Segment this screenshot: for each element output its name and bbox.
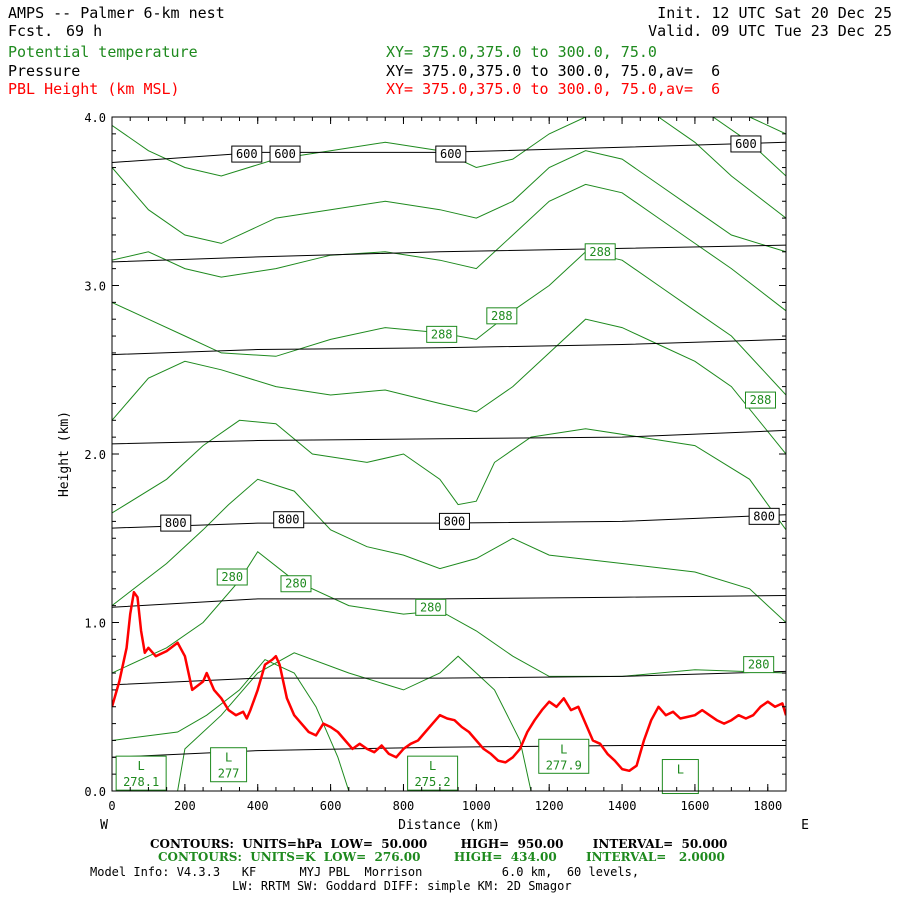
- theta-contour: [177, 652, 532, 791]
- y-tick-label: 1.0: [84, 617, 106, 631]
- low-symbol: L: [429, 759, 436, 773]
- forecast-label: Fcst.: [8, 22, 54, 40]
- pressure-contour-750: [112, 429, 786, 445]
- y-tick-label: 4.0: [84, 111, 106, 125]
- theta-label: 288: [431, 327, 453, 341]
- field-pbl-xy: XY= 375.0,375.0 to 300.0, 75.0,av= 6: [386, 80, 721, 98]
- pressure-label-box: [160, 514, 192, 532]
- x-tick-label: 0: [108, 799, 115, 813]
- x-tick-label: 1200: [535, 799, 564, 813]
- theta-label: 280: [221, 570, 243, 584]
- low-symbol: L: [225, 751, 232, 765]
- pressure-label-box: [231, 145, 263, 163]
- theta-label-box: [743, 656, 775, 674]
- valid-time: Valid. 09 UTC Tue 23 Dec 25: [648, 22, 892, 40]
- theta-contour: [112, 251, 786, 396]
- field-theta-name: Potential temperature: [8, 43, 198, 61]
- field-theta-xy: XY= 375.0,375.0 to 300.0, 75.0: [386, 43, 657, 61]
- pressure-label-box: [748, 507, 780, 525]
- x-tick-label: 1400: [608, 799, 637, 813]
- pressure-label: 800: [753, 509, 775, 523]
- low-symbol: L: [677, 763, 684, 777]
- theta-label-box: [486, 307, 518, 325]
- pressure-label: 800: [278, 513, 300, 527]
- theta-label-box: [584, 243, 616, 261]
- low-marker-box: [407, 755, 459, 791]
- low-value: 277: [218, 767, 240, 781]
- theta-label-box: [426, 325, 458, 343]
- physics-info: LW: RRTM SW: Goddard DIFF: simple KM: 2D…: [232, 879, 572, 893]
- x-tick-label: 400: [247, 799, 269, 813]
- pressure-label: 600: [236, 147, 258, 161]
- low-symbol: L: [138, 759, 145, 773]
- contours-hpa-info: CONTOURS: UNITS=hPa LOW= 50.000 HIGH= 95…: [150, 837, 728, 851]
- theta-label: 288: [491, 309, 513, 323]
- low-marker-box: [538, 738, 590, 774]
- pressure-label-box: [273, 511, 305, 529]
- init-time: Init. 12 UTC Sat 20 Dec 25: [657, 4, 892, 22]
- theta-contour: [749, 117, 786, 135]
- pressure-contour-850: [112, 595, 786, 608]
- y-axis-label: Height (km): [57, 411, 72, 497]
- east-label: E: [801, 818, 809, 833]
- pressure-label: 600: [440, 147, 462, 161]
- theta-label-box: [744, 391, 776, 409]
- theta-label-box: [415, 598, 447, 616]
- pressure-contour-700: [112, 338, 786, 356]
- x-tick-label: 1800: [753, 799, 782, 813]
- x-axis-label: Distance (km): [398, 818, 500, 833]
- low-value: 275.2: [415, 775, 451, 789]
- low-symbol: L: [560, 742, 567, 756]
- pressure-label-box: [435, 145, 467, 163]
- pressure-label: 800: [444, 514, 466, 528]
- theta-label: 280: [285, 577, 307, 591]
- theta-contour: [112, 117, 586, 177]
- y-tick-label: 3.0: [84, 280, 106, 294]
- theta-label: 280: [420, 600, 442, 614]
- theta-label-box: [280, 575, 312, 593]
- chart-title: AMPS -- Palmer 6-km nest: [8, 4, 225, 22]
- theta-label: 288: [589, 245, 611, 259]
- field-pbl-name: PBL Height (km MSL): [8, 80, 180, 98]
- model-info: Model Info: V4.3.3 KF MYJ PBL Morrison 6…: [90, 865, 640, 879]
- theta-contour: [112, 419, 786, 531]
- theta-contour: [112, 658, 350, 791]
- forecast-hour: 69 h: [66, 22, 103, 40]
- pbl-height-line: [112, 590, 786, 773]
- theta-contour: [112, 183, 786, 312]
- x-tick-label: 1000: [462, 799, 491, 813]
- low-marker-box: [661, 759, 699, 795]
- pressure-label: 800: [165, 516, 187, 530]
- theta-label: 280: [748, 658, 770, 672]
- pressure-label: 600: [735, 137, 757, 151]
- theta-contour: [112, 478, 786, 623]
- low-value: 278.1: [123, 775, 159, 789]
- pressure-label-box: [438, 512, 470, 530]
- y-tick-label: 0.0: [84, 785, 106, 799]
- x-tick-label: 600: [320, 799, 342, 813]
- field-pressure-xy: XY= 375.0,375.0 to 300.0, 75.0,av= 6: [386, 62, 721, 80]
- pressure-contour-650: [112, 244, 786, 263]
- theta-contour: [112, 150, 786, 253]
- pressure-label: 600: [274, 147, 296, 161]
- low-marker-box: [115, 755, 167, 791]
- low-value: 277.9: [546, 758, 582, 772]
- theta-label-box: [216, 568, 248, 586]
- west-label: W: [100, 818, 108, 833]
- contours-k-info: CONTOURS: UNITS=K LOW= 276.00 HIGH= 434.…: [158, 850, 725, 864]
- theta-contour: [658, 117, 786, 219]
- y-tick-label: 2.0: [84, 448, 106, 462]
- x-tick-label: 800: [393, 799, 415, 813]
- x-tick-label: 200: [174, 799, 196, 813]
- pressure-contour-900: [112, 670, 786, 686]
- field-pressure-name: Pressure: [8, 62, 81, 80]
- pressure-label-box: [269, 145, 301, 163]
- pressure-contour-950: [112, 745, 786, 758]
- theta-label: 288: [750, 393, 772, 407]
- low-marker-box: [210, 747, 248, 783]
- x-tick-label: 1600: [680, 799, 709, 813]
- theta-contour: [112, 318, 786, 455]
- pressure-label-box: [730, 135, 762, 153]
